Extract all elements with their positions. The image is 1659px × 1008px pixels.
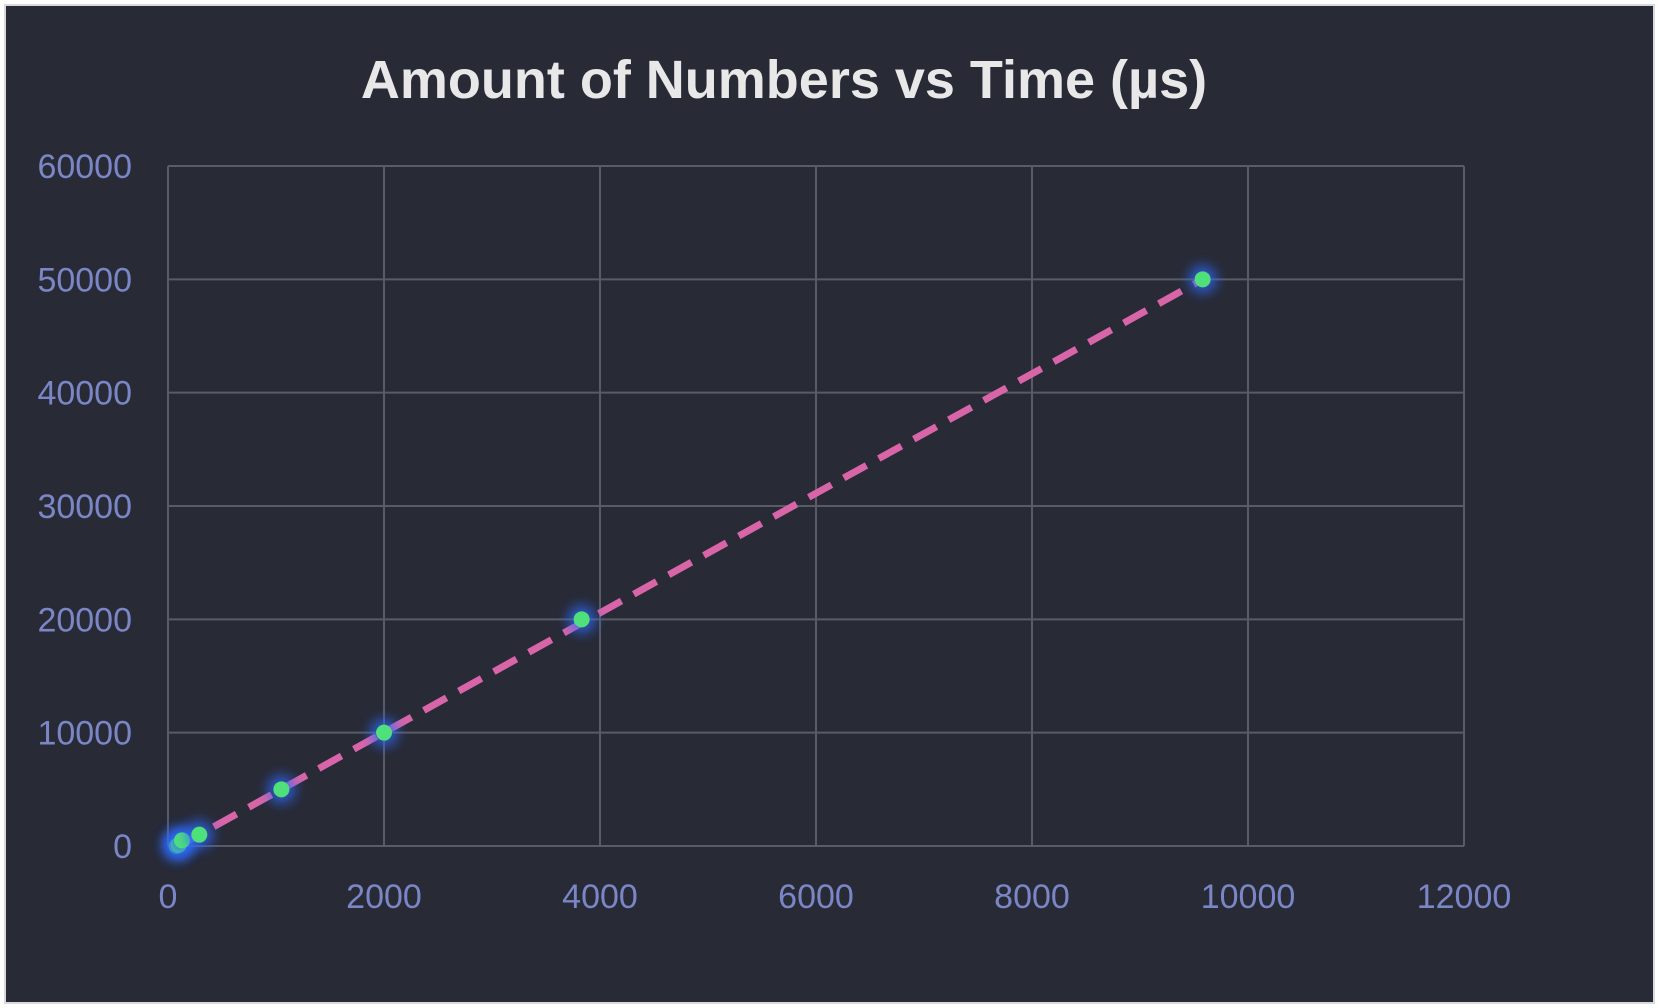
data-point <box>185 820 214 849</box>
y-tick-label: 20000 <box>37 601 132 639</box>
chart-title: Amount of Numbers vs Time (µs) <box>361 50 1207 110</box>
y-tick-label: 60000 <box>37 148 132 186</box>
data-point <box>370 718 398 747</box>
x-tick-label: 8000 <box>994 878 1070 916</box>
y-tick-label: 30000 <box>37 488 132 526</box>
trendline <box>177 276 1205 850</box>
x-tick-label: 12000 <box>1417 878 1512 916</box>
data-point-marker <box>573 611 590 628</box>
x-tick-label: 0 <box>159 878 178 916</box>
trendline-layer <box>177 276 1205 850</box>
grid-lines <box>167 165 1465 847</box>
data-points <box>162 265 1217 860</box>
y-tick-label: 50000 <box>37 261 132 299</box>
x-tick-label: 2000 <box>346 878 422 916</box>
scatter-chart: Amount of Numbers vs Time (µs) 0 2000 4000… <box>37 50 1511 916</box>
chart-frame: Amount of Numbers vs Time (µs) 0 2000 4000… <box>4 4 1655 1004</box>
y-tick-label: 40000 <box>37 375 132 413</box>
data-point <box>1188 265 1217 294</box>
x-tick-label: 10000 <box>1201 878 1296 916</box>
data-point <box>567 605 596 634</box>
data-point-marker <box>191 826 208 843</box>
tick-labels: 0 2000 4000 6000 8000 10000 12000 0 10000 20000 30… <box>37 148 1511 916</box>
data-point <box>267 775 296 804</box>
x-tick-label: 4000 <box>562 878 638 916</box>
data-point-marker <box>1194 271 1211 288</box>
data-point-marker <box>273 781 290 798</box>
x-tick-label: 6000 <box>778 878 854 916</box>
data-point-marker <box>376 724 392 741</box>
y-tick-label: 0 <box>113 828 132 866</box>
y-tick-label: 10000 <box>37 715 132 753</box>
